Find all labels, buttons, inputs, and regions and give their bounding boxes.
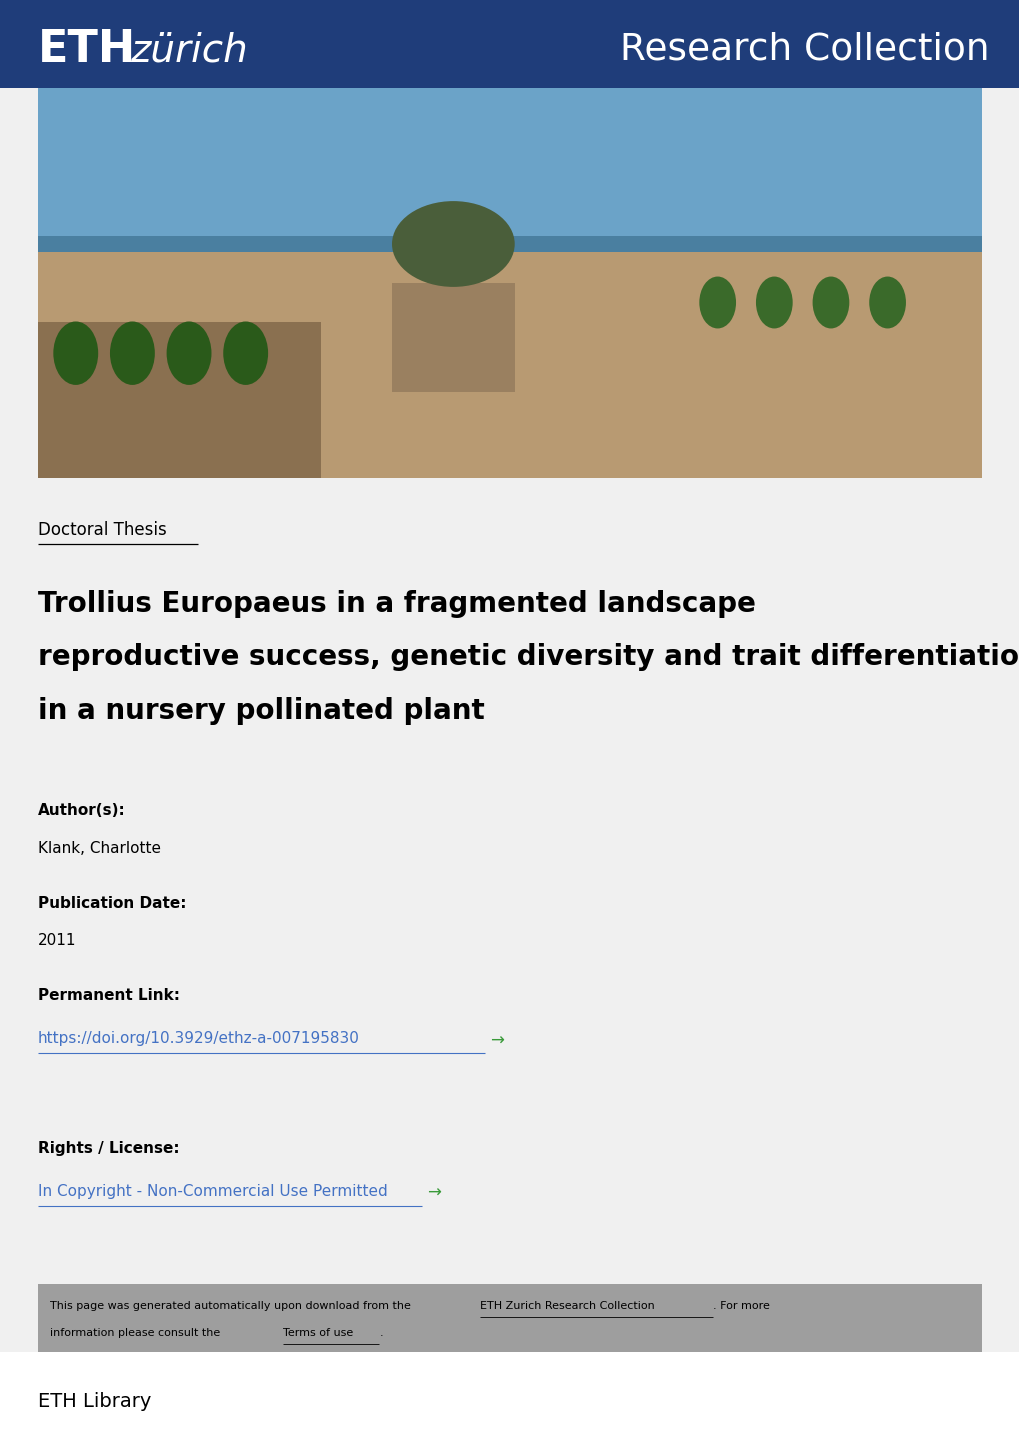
- Text: ETH Zurich Research Collection: ETH Zurich Research Collection: [480, 1301, 654, 1311]
- Text: Terms of use: Terms of use: [282, 1328, 353, 1338]
- Text: Klank, Charlotte: Klank, Charlotte: [38, 841, 161, 857]
- Text: →: →: [426, 1184, 440, 1203]
- Text: Doctoral Thesis: Doctoral Thesis: [38, 521, 166, 539]
- Text: Permanent Link:: Permanent Link:: [38, 988, 179, 1004]
- Bar: [0, 1353, 1019, 1442]
- Circle shape: [53, 322, 98, 385]
- Bar: [38, 1283, 981, 1353]
- Circle shape: [110, 322, 155, 385]
- Text: Research Collection: Research Collection: [620, 32, 989, 68]
- Bar: [38, 322, 321, 477]
- Ellipse shape: [391, 200, 515, 287]
- Bar: [38, 252, 981, 477]
- Text: →: →: [489, 1031, 503, 1050]
- Bar: [38, 88, 981, 244]
- Bar: [38, 236, 981, 283]
- Text: . For more: . For more: [712, 1301, 769, 1311]
- Text: reproductive success, genetic diversity and trait differentiation: reproductive success, genetic diversity …: [38, 643, 1019, 672]
- Bar: [391, 283, 515, 392]
- Text: ETH Library: ETH Library: [38, 1392, 151, 1412]
- Circle shape: [868, 277, 905, 329]
- Circle shape: [812, 277, 849, 329]
- Text: ETH: ETH: [38, 29, 137, 72]
- Circle shape: [223, 322, 268, 385]
- Text: in a nursery pollinated plant: in a nursery pollinated plant: [38, 696, 484, 725]
- Circle shape: [166, 322, 211, 385]
- Text: https://doi.org/10.3929/ethz-a-007195830: https://doi.org/10.3929/ethz-a-007195830: [38, 1031, 360, 1047]
- Text: Rights / License:: Rights / License:: [38, 1141, 179, 1156]
- Text: Trollius Europaeus in a fragmented landscape: Trollius Europaeus in a fragmented lands…: [38, 590, 755, 619]
- Text: zürich: zürich: [129, 30, 248, 69]
- Text: information please consult the: information please consult the: [50, 1328, 223, 1338]
- Circle shape: [755, 277, 792, 329]
- Text: 2011: 2011: [38, 933, 76, 949]
- Text: Author(s):: Author(s):: [38, 803, 125, 819]
- Bar: [0, 0, 1019, 88]
- Text: This page was generated automatically upon download from the: This page was generated automatically up…: [50, 1301, 414, 1311]
- Text: .: .: [379, 1328, 383, 1338]
- Text: Publication Date:: Publication Date:: [38, 895, 186, 911]
- Circle shape: [699, 277, 736, 329]
- Text: In Copyright - Non-Commercial Use Permitted: In Copyright - Non-Commercial Use Permit…: [38, 1184, 387, 1200]
